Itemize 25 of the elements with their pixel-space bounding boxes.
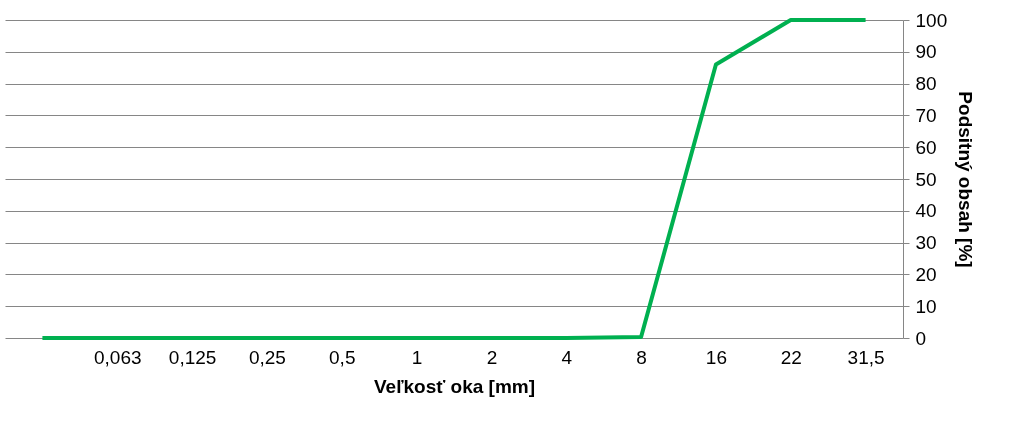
y-tick-label: 100 xyxy=(915,9,948,31)
y-tick-label: 20 xyxy=(915,263,937,285)
y-tick-label: 10 xyxy=(915,295,937,317)
x-tick-label: 0,25 xyxy=(248,346,286,368)
y-tick-label: 50 xyxy=(915,168,937,190)
y-tick-label: 60 xyxy=(915,136,937,158)
y-tick-label: 80 xyxy=(915,73,937,95)
x-tick-label: 31,5 xyxy=(847,346,885,368)
x-tick-label: 8 xyxy=(636,346,647,368)
x-tick-label: 1 xyxy=(411,346,423,368)
y-tick-label: 90 xyxy=(915,41,937,63)
x-tick-label: 16 xyxy=(705,346,727,368)
y-axis-title: Podsitný obsah [%] xyxy=(955,91,977,268)
y-tick-label: 40 xyxy=(915,200,937,222)
x-axis-title: Veľkosť oka [mm] xyxy=(373,375,536,397)
x-tick-label: 0,063 xyxy=(93,346,142,368)
x-tick-label: 2 xyxy=(486,346,498,368)
x-tick-label: 0,5 xyxy=(329,346,356,368)
y-tick-label: 30 xyxy=(915,232,937,254)
y-tick-label: 0 xyxy=(915,327,927,349)
line-series xyxy=(40,18,868,340)
x-tick-label: 0,125 xyxy=(168,346,217,368)
x-tick-label: 22 xyxy=(780,346,802,368)
y-tick-label: 70 xyxy=(915,104,937,126)
x-tick-label: 4 xyxy=(561,346,573,368)
